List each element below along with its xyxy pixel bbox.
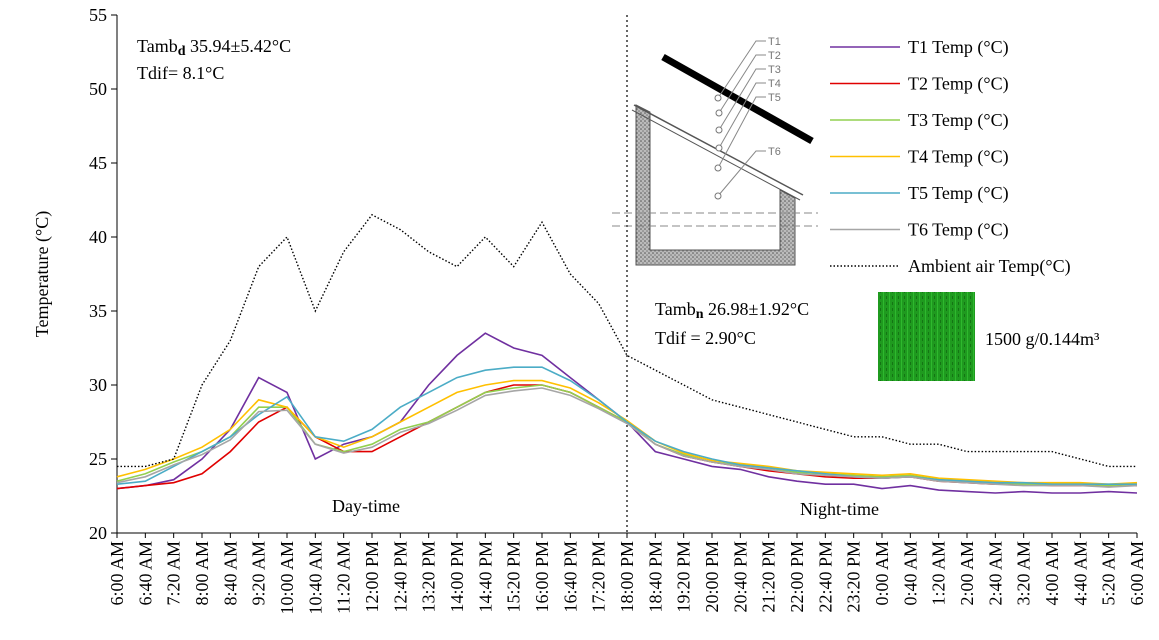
legend-label: T1 Temp (°C) <box>908 37 1009 58</box>
legend-label: T6 Temp (°C) <box>908 220 1009 241</box>
x-tick-label: 22:40 PM <box>815 541 835 613</box>
annotation-main: Tamb <box>137 36 178 56</box>
annotation: Night-time <box>800 499 879 519</box>
sensor-point <box>715 165 721 171</box>
y-tick-label: 50 <box>89 79 107 99</box>
sensor-label: T6 <box>768 146 781 158</box>
axes: 20 25 30 35 40 45 50 55 6:00 AM 6:40 AM 7:20 AM 8:0… <box>89 5 1147 615</box>
x-tick-label: 18:40 PM <box>645 541 665 613</box>
annotation-main: Tamb <box>655 299 696 319</box>
x-tick-label: 12:40 PM <box>390 541 410 613</box>
legend-label: T3 Temp (°C) <box>908 110 1009 131</box>
sensor-point <box>716 127 722 133</box>
x-tick-label: 3:20 AM <box>1014 541 1034 606</box>
x-tick-label: 15:20 PM <box>504 541 524 613</box>
x-tick-label: 2:00 AM <box>957 541 977 606</box>
annotation: Tambn 26.98±1.92°C <box>655 299 809 322</box>
sensor-point <box>715 95 721 101</box>
x-tick-label: 0:40 AM <box>900 541 920 606</box>
x-tick-label: 0:00 AM <box>872 541 892 606</box>
x-tick-label: 18:00 PM <box>617 541 637 613</box>
legend-label: T4 Temp (°C) <box>908 147 1009 168</box>
annotation: Day-time <box>332 496 400 516</box>
x-tick-label: 23:20 PM <box>844 541 864 613</box>
x-tick-label: 16:40 PM <box>560 541 580 613</box>
x-tick-label: 21:20 PM <box>759 541 779 613</box>
inset-diagram: T1 T2 T3 T4 T5 T6 <box>612 36 818 265</box>
chart: 20 25 30 35 40 45 50 55 6:00 AM 6:40 AM 7:20 AM 8:0… <box>0 0 1159 640</box>
x-tick-label: 4:00 AM <box>1042 541 1062 606</box>
x-tick-label: 9:20 AM <box>249 541 269 606</box>
sensor-label: T4 <box>768 78 781 90</box>
x-tick-label: 17:20 PM <box>589 541 609 613</box>
sensor-leader <box>718 151 766 196</box>
annotation-rest: 35.94±5.42°C <box>186 36 292 56</box>
annotation: 1500 g/0.144m³ <box>985 329 1100 349</box>
sensor-point <box>716 110 722 116</box>
x-tick-label: 6:00 AM <box>107 541 127 606</box>
x-tick-label: 2:40 AM <box>985 541 1005 606</box>
x-tick-label: 7:20 AM <box>164 541 184 606</box>
sensor-label: T2 <box>768 50 781 62</box>
annotation: Tdif = 2.90°C <box>655 328 756 348</box>
sensor-label: T3 <box>768 64 781 76</box>
y-tick-label: 45 <box>89 153 107 173</box>
legend-label: Ambient air Temp(°C) <box>908 256 1071 277</box>
x-tick-label: 11:20 AM <box>334 541 354 614</box>
x-tick-label: 14:00 PM <box>447 541 467 613</box>
series-line <box>117 333 1137 493</box>
x-tick-label: 12:00 PM <box>362 541 382 613</box>
legend-label: T2 Temp (°C) <box>908 74 1009 95</box>
y-tick-label: 25 <box>89 449 107 469</box>
annotation: Tambd 35.94±5.42°C <box>137 36 291 59</box>
sensor-label: T5 <box>768 92 781 104</box>
x-tick-label: 20:00 PM <box>702 541 722 613</box>
legend-label: T5 Temp (°C) <box>908 183 1009 204</box>
y-tick-label: 35 <box>89 301 107 321</box>
x-tick-label: 14:40 PM <box>475 541 495 613</box>
x-tick-label: 19:20 PM <box>674 541 694 613</box>
x-tick-label: 6:00 AM <box>1127 541 1147 606</box>
y-axis-title: Temperature (°C) <box>32 211 53 337</box>
y-tick-label: 20 <box>89 523 107 543</box>
x-tick-label: 4:40 AM <box>1070 541 1090 606</box>
y-tick-label: 40 <box>89 227 107 247</box>
sample-image <box>878 292 975 381</box>
x-tick-label: 22:00 PM <box>787 541 807 613</box>
sensor-point <box>715 193 721 199</box>
x-tick-label: 8:40 AM <box>220 541 240 606</box>
annotation-rest: 26.98±1.92°C <box>704 299 810 319</box>
annotation: Tdif= 8.1°C <box>137 63 224 83</box>
sensor-point <box>716 145 722 151</box>
x-tick-label: 6:40 AM <box>135 541 155 606</box>
y-tick-label: 30 <box>89 375 107 395</box>
x-tick-label: 20:40 PM <box>730 541 750 613</box>
x-tick-label: 5:20 AM <box>1099 541 1119 606</box>
annotation-sub: d <box>178 44 186 59</box>
y-tick-label: 55 <box>89 5 107 25</box>
x-tick-label: 1:20 AM <box>929 541 949 606</box>
sensor-label: T1 <box>768 36 781 48</box>
x-tick-label: 16:00 PM <box>532 541 552 613</box>
x-tick-label: 10:40 AM <box>305 541 325 615</box>
x-tick-label: 8:00 AM <box>192 541 212 606</box>
annotation-sub: n <box>696 307 704 322</box>
x-tick-label: 13:20 PM <box>419 541 439 613</box>
x-tick-label: 10:00 AM <box>277 541 297 615</box>
